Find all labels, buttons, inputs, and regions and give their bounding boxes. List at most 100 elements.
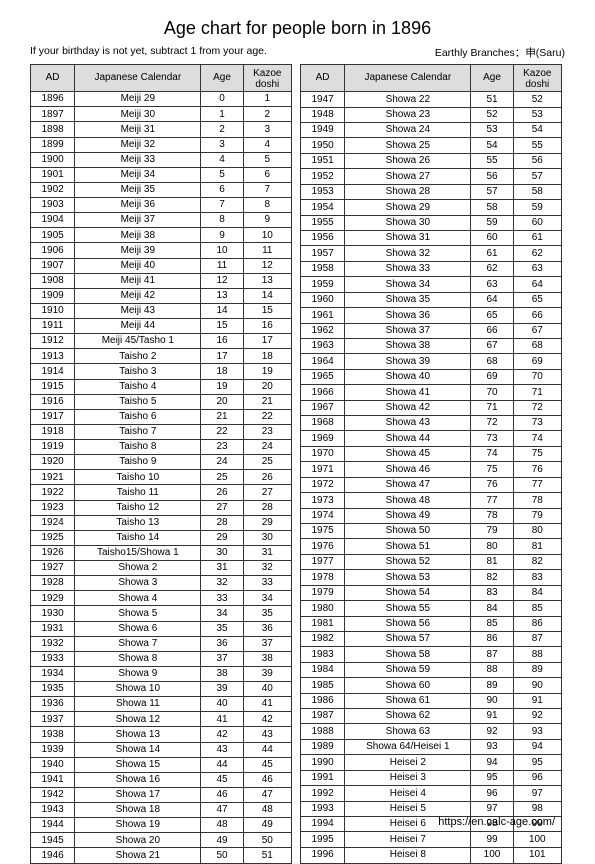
branches-label: Earthly Branches： [435, 47, 525, 59]
table-cell: 45 [243, 757, 291, 772]
table-cell: 57 [513, 169, 561, 184]
table-cell: 34 [243, 591, 291, 606]
table-cell: 1945 [31, 833, 75, 848]
table-row: 1996Heisei 8100101 [301, 847, 562, 863]
col-kazoe-header: Kazoedoshi [243, 65, 291, 92]
table-cell: 1901 [31, 167, 75, 182]
table-cell: 49 [201, 833, 243, 848]
table-row: 1938Showa 134243 [31, 727, 292, 742]
table-row: 1981Showa 568586 [301, 616, 562, 631]
table-cell: 1927 [31, 561, 75, 576]
table-cell: 97 [513, 786, 561, 801]
table-row: 1920Taisho 92425 [31, 455, 292, 470]
table-row: 1914Taisho 31819 [31, 364, 292, 379]
table-cell: Showa 59 [345, 662, 471, 677]
table-row: 1990Heisei 29495 [301, 755, 562, 770]
table-cell: 1920 [31, 455, 75, 470]
table-cell: 70 [513, 369, 561, 384]
table-cell: Showa 12 [75, 712, 201, 727]
table-row: 1968Showa 437273 [301, 416, 562, 431]
table-cell: 1957 [301, 246, 345, 261]
col-jp-header: Japanese Calendar [345, 65, 471, 92]
table-cell: 81 [513, 539, 561, 554]
table-cell: 22 [243, 409, 291, 424]
table-cell: 1938 [31, 727, 75, 742]
table-cell: 75 [513, 446, 561, 461]
table-cell: Showa 10 [75, 682, 201, 697]
table-cell: Showa 40 [345, 369, 471, 384]
table-cell: 56 [471, 169, 513, 184]
table-cell: 1905 [31, 228, 75, 243]
table-cell: 1 [201, 107, 243, 122]
table-row: 1902Meiji 3567 [31, 182, 292, 197]
table-cell: Showa 16 [75, 772, 201, 787]
table-cell: 95 [471, 770, 513, 785]
table-row: 1995Heisei 799100 [301, 832, 562, 847]
table-cell: 79 [471, 524, 513, 539]
col-age-header: Age [471, 65, 513, 92]
table-cell: 55 [471, 153, 513, 168]
table-row: 1928Showa 33233 [31, 576, 292, 591]
table-cell: 16 [243, 319, 291, 334]
table-row: 1955Showa 305960 [301, 215, 562, 230]
table-cell: 1987 [301, 709, 345, 724]
table-cell: 1934 [31, 666, 75, 681]
table-cell: Meiji 45/Tasho 1 [75, 334, 201, 349]
table-cell: 1996 [301, 847, 345, 863]
table-row: 1946Showa 215051 [31, 848, 292, 863]
table-cell: 81 [471, 554, 513, 569]
table-cell: 43 [243, 727, 291, 742]
table-cell: 1978 [301, 570, 345, 585]
table-cell: 46 [243, 772, 291, 787]
table-cell: 1936 [31, 697, 75, 712]
table-cell: Showa 21 [75, 848, 201, 863]
table-cell: 1929 [31, 591, 75, 606]
table-row: 1991Heisei 39596 [301, 770, 562, 785]
table-cell: 29 [243, 515, 291, 530]
table-cell: Showa 46 [345, 462, 471, 477]
table-cell: 58 [513, 184, 561, 199]
footer-url: https://en.calc-age.com/ [438, 816, 555, 828]
table-cell: Showa 62 [345, 709, 471, 724]
table-row: 1935Showa 103940 [31, 682, 292, 697]
table-cell: Showa 64/Heisei 1 [345, 739, 471, 754]
table-row: 1925Taisho 142930 [31, 530, 292, 545]
col-age-header: Age [201, 65, 243, 92]
table-cell: Taisho 14 [75, 530, 201, 545]
table-cell: Showa 24 [345, 123, 471, 138]
table-row: 1923Taisho 122728 [31, 500, 292, 515]
table-cell: 1973 [301, 493, 345, 508]
table-cell: 1902 [31, 182, 75, 197]
table-cell: Showa 27 [345, 169, 471, 184]
table-cell: 95 [513, 755, 561, 770]
table-cell: 63 [513, 261, 561, 276]
table-row: 1961Showa 366566 [301, 308, 562, 323]
table-cell: 1949 [301, 123, 345, 138]
table-cell: Showa 60 [345, 678, 471, 693]
table-cell: Showa 22 [345, 92, 471, 107]
table-cell: 32 [243, 561, 291, 576]
table-cell: 93 [513, 724, 561, 739]
table-cell: Taisho 7 [75, 424, 201, 439]
table-cell: Showa 54 [345, 585, 471, 600]
table-cell: 1947 [301, 92, 345, 107]
table-cell: 18 [201, 364, 243, 379]
table-cell: 8 [201, 213, 243, 228]
table-cell: 53 [471, 123, 513, 138]
birthday-note: If your birthday is not yet, subtract 1 … [30, 45, 267, 60]
table-cell: 15 [201, 319, 243, 334]
table-cell: 1982 [301, 631, 345, 646]
table-row: 1973Showa 487778 [301, 493, 562, 508]
table-cell: 1919 [31, 440, 75, 455]
table-cell: 54 [513, 123, 561, 138]
table-cell: 89 [513, 662, 561, 677]
table-cell: 1981 [301, 616, 345, 631]
table-row: 1911Meiji 441516 [31, 319, 292, 334]
table-cell: Meiji 29 [75, 92, 201, 107]
table-cell: 1995 [301, 832, 345, 847]
table-cell: Showa 43 [345, 416, 471, 431]
table-cell: 1952 [301, 169, 345, 184]
table-cell: 1932 [31, 636, 75, 651]
table-cell: Meiji 32 [75, 137, 201, 152]
table-cell: 79 [513, 508, 561, 523]
